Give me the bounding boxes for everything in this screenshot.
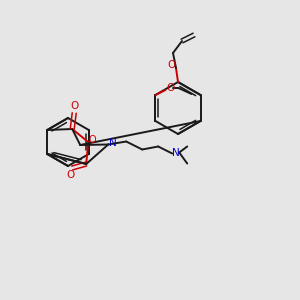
Text: O: O (88, 135, 96, 145)
Text: O: O (66, 170, 74, 180)
Text: N: N (172, 148, 180, 158)
Text: O: O (70, 101, 78, 111)
Text: O: O (167, 83, 175, 93)
Text: N: N (109, 139, 117, 148)
Text: O: O (167, 60, 175, 70)
